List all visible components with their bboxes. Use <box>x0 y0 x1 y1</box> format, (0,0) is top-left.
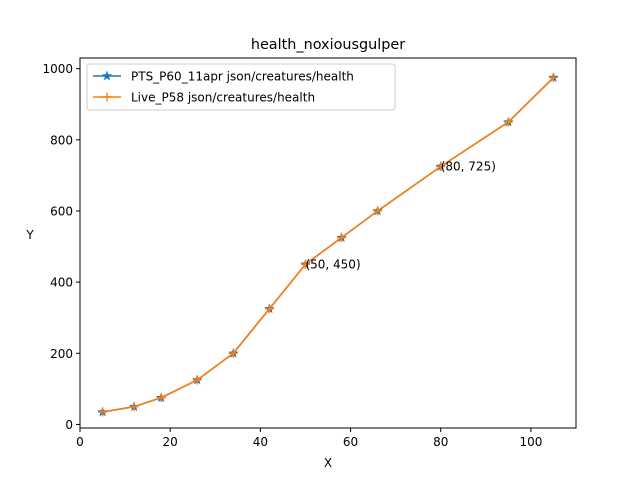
x-axis-label: X <box>324 456 332 470</box>
legend: PTS_P60_11apr json/creatures/health Live_… <box>86 63 396 111</box>
data-point <box>373 206 383 216</box>
y-tick-label: 200 <box>50 347 73 361</box>
legend-label: Live_P58 json/creatures/health <box>131 91 315 105</box>
legend-marker <box>101 70 113 81</box>
legend-marker <box>102 92 112 102</box>
y-tick-label: 800 <box>50 133 73 147</box>
x-tick-label: 20 <box>163 435 178 449</box>
x-axis: 0 20 40 60 80 100 <box>76 428 542 449</box>
x-tick-label: 100 <box>519 435 542 449</box>
y-axis: 0 200 400 600 800 1000 <box>42 62 80 432</box>
data-point <box>129 402 139 412</box>
data-point <box>98 407 108 417</box>
legend-label: PTS_P60_11apr json/creatures/health <box>131 70 354 84</box>
chart-title: health_noxiousgulper <box>251 37 405 53</box>
plot-area: (50, 450) (80, 725) <box>97 72 559 417</box>
series-line <box>102 77 555 413</box>
y-tick-label: 400 <box>50 276 73 290</box>
data-point <box>192 375 202 385</box>
legend-box <box>86 63 396 111</box>
y-axis-label: Y <box>25 228 34 242</box>
data-point <box>436 162 446 172</box>
x-tick-label: 80 <box>433 435 448 449</box>
annotation-label: (50, 450) <box>305 257 360 271</box>
annotation-label: (80, 725) <box>441 160 496 174</box>
data-point <box>337 233 347 243</box>
data-point <box>548 73 558 83</box>
data-point <box>503 117 513 127</box>
data-point <box>264 304 274 314</box>
y-tick-label: 600 <box>50 204 73 218</box>
series-2 <box>98 73 558 417</box>
x-tick-label: 40 <box>253 435 268 449</box>
y-tick-label: 0 <box>65 418 73 432</box>
data-point <box>228 348 238 358</box>
x-tick-label: 60 <box>343 435 358 449</box>
data-point <box>300 259 310 269</box>
data-point <box>156 393 166 403</box>
y-tick-label: 1000 <box>42 62 73 76</box>
x-tick-label: 0 <box>76 435 84 449</box>
plot-frame <box>79 57 577 429</box>
